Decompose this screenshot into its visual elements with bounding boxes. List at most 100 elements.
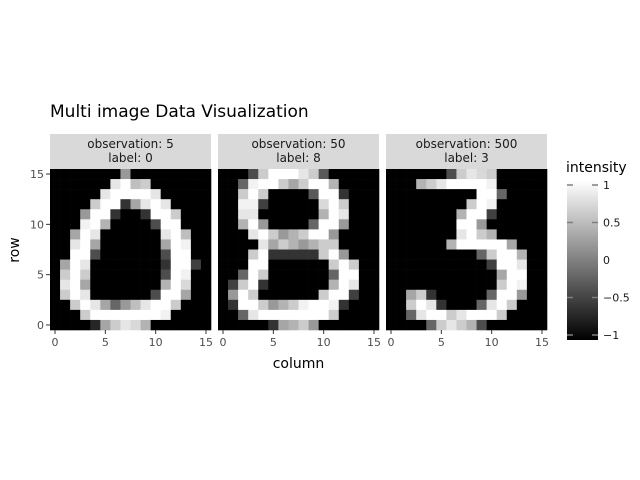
heatmap-cell [426,219,437,230]
colorbar-tick-label: 0 [603,254,610,267]
heatmap-cell [328,179,340,190]
heatmap-cell [466,239,477,250]
heatmap-cell [486,279,497,291]
heatmap-cell [358,309,370,321]
heatmap-cell [200,269,212,280]
heatmap-cell [536,169,548,180]
heatmap-cell [70,199,81,210]
heatmap-cell [358,179,370,190]
heatmap-cell [506,219,518,230]
heatmap-cell [368,219,380,230]
heatmap-cell [248,249,259,260]
heatmap-cell [358,259,370,270]
heatmap-cell [368,259,380,270]
heatmap-cell [426,249,437,260]
heatmap-cell [60,289,71,301]
heatmap-cell [170,309,182,321]
heatmap-cells [386,169,548,331]
heatmap-cell [238,309,249,321]
heatmap-cell [358,249,370,260]
heatmap-cell [200,179,212,190]
heatmap-cell [258,209,269,220]
heatmap-cell [130,169,141,180]
heatmap-cell [248,259,259,270]
heatmap-cell [60,269,71,280]
heatmap-cell [110,209,121,220]
heatmap-cell [476,169,487,180]
colorbar-tick-label: 1 [603,179,610,192]
heatmap-cell [130,179,141,190]
heatmap-cell [248,209,259,220]
heatmap-cell [160,189,172,200]
heatmap-cell [328,219,340,230]
heatmap-cell [516,229,528,240]
heatmap-cell [150,319,161,331]
heatmap-cell [436,319,447,331]
heatmap-cell [308,269,319,280]
heatmap-cell [536,179,548,190]
legend-title: intensity [566,160,627,176]
heatmap-cell [50,209,61,220]
heatmap-cell [100,259,111,270]
heatmap-cell [358,189,370,200]
heatmap-cells [218,169,380,331]
heatmap-cell [200,249,212,260]
heatmap-cell [288,259,299,270]
heatmap-cell [228,179,239,190]
x-tick-label: 5 [270,336,277,349]
heatmap-cell [50,249,61,260]
heatmap-cell [268,249,279,260]
heatmap-cell [80,249,91,260]
heatmap-cell [318,289,329,301]
heatmap-cell [308,249,319,260]
heatmap-cell [278,289,289,301]
heatmap-cell [328,249,340,260]
heatmap-cell [160,249,172,260]
heatmap-cell [140,209,151,220]
heatmap-cell [80,299,91,311]
heatmap-cell [278,229,289,240]
heatmap-cell [218,239,229,250]
heatmap-cell [100,309,111,321]
heatmap-cell [496,309,508,321]
heatmap-cell [130,309,141,321]
heatmap-cell [218,179,229,190]
heatmap-cell [446,209,457,220]
heatmap-cell [396,319,407,331]
heatmap-cell [50,259,61,270]
heatmap-cell [338,319,350,331]
heatmap-cell [456,309,467,321]
heatmap-cell [288,209,299,220]
heatmap-cell [60,299,71,311]
heatmap-cell [396,249,407,260]
heatmap-cell [170,199,182,210]
heatmap-cell [416,259,427,270]
heatmap-cell [496,209,508,220]
heatmap-cell [386,189,397,200]
heatmap-cell [90,259,101,270]
heatmap-cell [60,259,71,270]
heatmap-cell [268,179,279,190]
heatmap-cell [288,249,299,260]
heatmap-cell [170,229,182,240]
heatmap-cell [338,229,350,240]
heatmap-cell [180,219,192,230]
heatmap-cell [268,259,279,270]
heatmap-cell [70,259,81,270]
x-tick-label: 15 [199,336,213,349]
heatmap-cell [516,209,528,220]
heatmap-cell [308,179,319,190]
heatmap-cell [466,199,477,210]
heatmap-cell [258,259,269,270]
heatmap-cell [456,189,467,200]
heatmap-cell [258,299,269,311]
heatmap-cell [248,279,259,291]
heatmap-cell [60,169,71,180]
heatmap-cell [268,189,279,200]
heatmap-cell [218,259,229,270]
heatmap-cell [90,209,101,220]
heatmap-cell [318,169,329,180]
heatmap-cell [456,209,467,220]
heatmap-cell [308,319,319,331]
heatmap-cell [170,249,182,260]
